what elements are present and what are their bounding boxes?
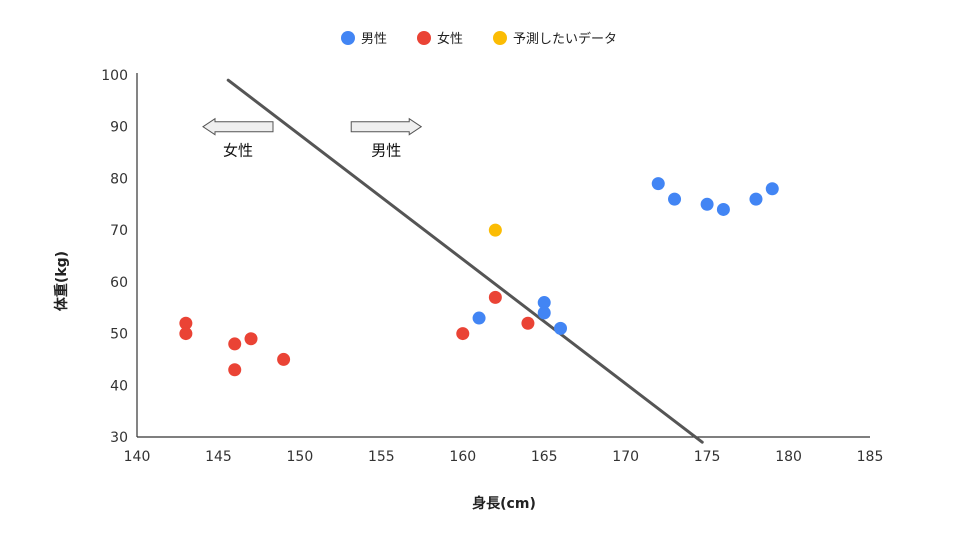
data-point <box>716 202 730 216</box>
y-tick-label: 90 <box>110 120 128 136</box>
legend-label: 女性 <box>437 31 463 47</box>
x-tick-label: 180 <box>775 449 802 465</box>
legend-swatch <box>493 31 507 45</box>
data-point <box>554 321 568 335</box>
data-point <box>277 352 291 366</box>
legend-swatch <box>417 31 431 45</box>
data-points <box>179 177 779 377</box>
y-axis-title: 体重(kg) <box>53 251 70 311</box>
data-point <box>537 296 551 310</box>
y-tick-label: 80 <box>110 171 128 187</box>
annotations: 女性 男性 <box>202 117 423 160</box>
data-point <box>179 327 193 341</box>
data-point <box>749 192 763 206</box>
annotation-label: 女性 <box>223 142 253 160</box>
legend-label: 男性 <box>361 32 387 47</box>
data-point <box>472 311 486 325</box>
data-point <box>488 223 502 237</box>
data-point <box>488 290 502 304</box>
axes <box>136 73 870 438</box>
data-point <box>668 192 682 206</box>
data-point <box>244 332 258 346</box>
x-tick-label: 165 <box>531 449 558 465</box>
x-tick-label: 175 <box>694 449 721 465</box>
data-point <box>651 177 665 191</box>
legend-swatch <box>341 31 355 45</box>
legend: 男性 女性 予測したいデータ <box>341 31 617 47</box>
x-tick-label: 170 <box>612 449 639 465</box>
arrow-left-icon <box>202 117 274 136</box>
y-tick-label: 60 <box>110 275 128 291</box>
x-tick-label: 145 <box>205 449 232 465</box>
annotation-label: 男性 <box>371 142 401 160</box>
x-tick-label: 185 <box>857 449 884 465</box>
tick-labels: 140 145 150 155 160 165 170 175 180 185 30 40 50 60 70… <box>101 68 883 465</box>
x-tick-label: 140 <box>124 449 151 465</box>
data-point <box>456 327 470 341</box>
decision-line-group <box>226 78 704 444</box>
y-tick-label: 50 <box>110 327 128 343</box>
data-point <box>228 363 242 377</box>
legend-item: 男性 <box>341 31 387 47</box>
x-tick-label: 155 <box>368 449 395 465</box>
decision-line <box>226 78 704 444</box>
x-axis-title: 身長(cm) <box>472 495 536 512</box>
y-tick-label: 70 <box>110 223 128 239</box>
data-point <box>700 197 714 211</box>
legend-item: 女性 <box>417 31 463 47</box>
y-tick-label: 30 <box>110 430 128 446</box>
data-point <box>228 337 242 351</box>
y-tick-label: 40 <box>110 378 128 394</box>
data-point <box>521 316 535 330</box>
x-tick-label: 160 <box>449 449 476 465</box>
data-point <box>765 182 779 196</box>
arrow-right-icon <box>350 117 423 136</box>
data-point <box>537 306 551 320</box>
legend-label: 予測したいデータ <box>513 31 617 47</box>
legend-item: 予測したいデータ <box>493 31 617 47</box>
x-tick-label: 150 <box>287 449 314 465</box>
y-tick-label: 100 <box>101 68 128 84</box>
data-point <box>179 316 193 330</box>
